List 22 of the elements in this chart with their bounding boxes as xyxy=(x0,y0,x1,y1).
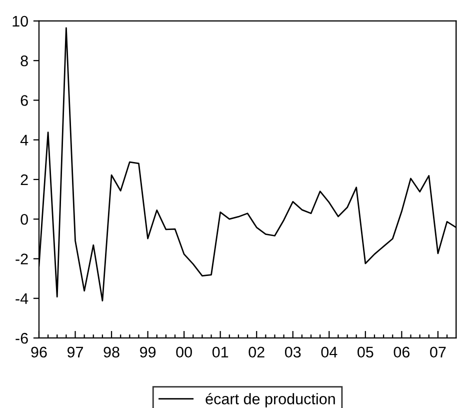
x-tick-label: 96 xyxy=(31,346,47,358)
y-tick-label: 0 xyxy=(20,214,28,225)
x-tick-label: 04 xyxy=(321,346,338,358)
x-tick-label: 97 xyxy=(67,346,83,358)
y-tick-label: 6 xyxy=(20,95,28,106)
y-tick-label: 8 xyxy=(20,55,28,66)
x-tick-label: 02 xyxy=(248,346,264,358)
y-tick-label: -4 xyxy=(16,293,28,304)
y-tick-label: -2 xyxy=(16,254,28,264)
x-tick-label: 00 xyxy=(176,346,192,358)
x-tick-label: 07 xyxy=(430,346,446,358)
x-tick-label: 06 xyxy=(394,346,410,358)
x-tick-label: 03 xyxy=(284,346,301,358)
x-tick-label: 98 xyxy=(104,346,120,358)
x-tick-label: 05 xyxy=(358,346,374,358)
x-tick-label: 01 xyxy=(212,346,228,358)
y-tick-label: 2 xyxy=(20,174,28,186)
legend-label: écart de production xyxy=(206,392,335,408)
y-tick-label: 10 xyxy=(12,16,28,27)
x-tick-label: 99 xyxy=(140,346,156,358)
y-tick-label: 4 xyxy=(20,134,28,146)
y-tick-label: -6 xyxy=(16,332,28,344)
